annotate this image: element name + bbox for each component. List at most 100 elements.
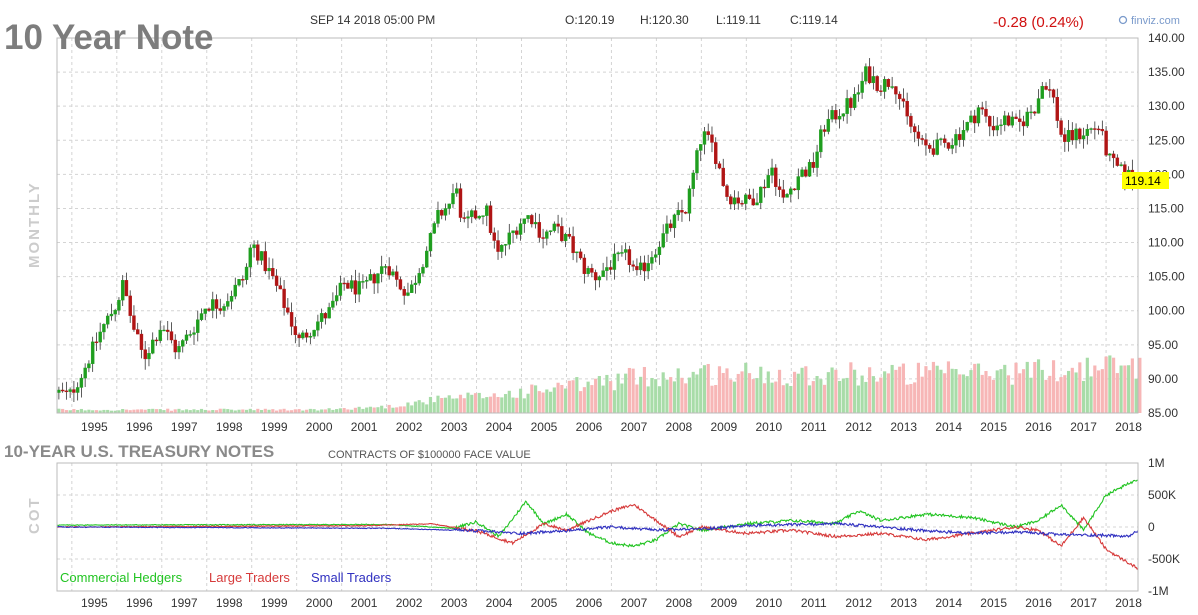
candle-body bbox=[432, 223, 436, 234]
last-price-tag bbox=[1122, 172, 1169, 189]
candle-body bbox=[289, 312, 294, 327]
price-y-tick-label: 85.00 bbox=[1148, 406, 1178, 420]
candle-body bbox=[147, 353, 151, 360]
candle-body bbox=[969, 115, 973, 123]
volume-bar bbox=[526, 393, 530, 413]
volume-bar bbox=[781, 385, 785, 413]
candle-body bbox=[950, 144, 954, 149]
candle-body bbox=[349, 280, 354, 289]
volume-bar bbox=[710, 385, 714, 413]
candle-body bbox=[124, 280, 129, 297]
candle-body bbox=[1078, 128, 1082, 140]
candle-body bbox=[530, 215, 534, 225]
candle-body bbox=[774, 167, 778, 187]
legend-small-traders: Small Traders bbox=[311, 570, 392, 585]
candle-body bbox=[278, 285, 283, 290]
volume-bar bbox=[747, 373, 752, 413]
volume-bar bbox=[383, 408, 388, 413]
price-x-tick-label: 2003 bbox=[441, 420, 468, 434]
candle-body bbox=[590, 268, 594, 273]
volume-bar bbox=[346, 409, 350, 413]
candle-body bbox=[109, 313, 114, 317]
volume-bar bbox=[1119, 365, 1123, 413]
volume-bar bbox=[875, 381, 879, 413]
candle-body bbox=[64, 390, 69, 393]
candle-body bbox=[297, 334, 301, 339]
volume-bar bbox=[594, 378, 598, 413]
volume-bar bbox=[1055, 381, 1059, 413]
candle-body bbox=[890, 86, 894, 88]
volume-bar bbox=[991, 379, 996, 413]
candle-body bbox=[714, 142, 718, 164]
candle-body bbox=[807, 162, 812, 177]
candle-body bbox=[192, 332, 196, 335]
price-x-tick-label: 2006 bbox=[576, 420, 603, 434]
candle-body bbox=[496, 240, 500, 252]
brand-label[interactable]: finviz.com bbox=[1131, 15, 1180, 27]
candle-body bbox=[500, 245, 504, 252]
legend-large-traders: Large Traders bbox=[209, 570, 290, 585]
candle-body bbox=[548, 230, 553, 232]
candle-body bbox=[1108, 153, 1112, 156]
candle-body bbox=[132, 315, 136, 330]
candle-body bbox=[556, 223, 560, 227]
volume-bar bbox=[184, 409, 189, 413]
volume-bar bbox=[451, 398, 455, 413]
cot-section-subtitle: CONTRACTS OF $100000 FACE VALUE bbox=[328, 449, 531, 461]
volume-bar bbox=[946, 361, 951, 413]
cot-y-tick-label: -500K bbox=[1148, 552, 1180, 566]
volume-bar bbox=[413, 401, 418, 413]
volume-bar bbox=[173, 409, 177, 413]
candle-body bbox=[781, 189, 785, 198]
header-high: H:120.30 bbox=[640, 13, 689, 27]
candle-body bbox=[1025, 111, 1029, 127]
candle-body bbox=[642, 262, 647, 272]
candle-body bbox=[139, 333, 144, 350]
volume-bar bbox=[211, 410, 215, 413]
candle-body bbox=[897, 93, 902, 100]
volume-bar bbox=[1040, 369, 1044, 413]
volume-bar bbox=[871, 376, 875, 413]
volume-bar bbox=[999, 369, 1003, 413]
volume-bar bbox=[278, 409, 282, 413]
volume-bar bbox=[1010, 384, 1014, 413]
candle-body bbox=[849, 98, 853, 108]
candle-body bbox=[1070, 130, 1075, 141]
volume-bar bbox=[699, 368, 703, 413]
volume-bar bbox=[571, 380, 575, 413]
candle-body bbox=[684, 212, 688, 214]
candle-body bbox=[522, 218, 527, 224]
cot-x-tick-label: 1996 bbox=[126, 596, 153, 610]
price-y-tick-label: 135.00 bbox=[1148, 65, 1185, 79]
volume-bar bbox=[894, 369, 898, 413]
volume-bar bbox=[823, 384, 827, 413]
price-y-axis: 85.00 90.00 95.00 100.00 105.00 110.00 115.00 1… bbox=[1148, 31, 1185, 420]
candle-body bbox=[293, 326, 298, 335]
volume-bar bbox=[312, 409, 316, 413]
candle-body bbox=[507, 232, 511, 245]
candle-body bbox=[755, 202, 759, 206]
volume-bar bbox=[350, 409, 354, 413]
volume-bar bbox=[597, 376, 601, 413]
volume-bar bbox=[1070, 367, 1074, 413]
volume-bar bbox=[252, 410, 256, 413]
price-grid bbox=[57, 37, 1138, 414]
cot-y-tick-label: 1M bbox=[1148, 456, 1165, 470]
candle-body bbox=[361, 281, 365, 283]
candle-body bbox=[481, 215, 485, 217]
volume-bar bbox=[376, 407, 380, 413]
candle-body bbox=[931, 148, 936, 155]
volume-bar bbox=[447, 395, 451, 413]
volume-bar bbox=[1006, 375, 1011, 413]
volume-bar bbox=[297, 409, 301, 413]
candle-body bbox=[924, 139, 928, 146]
volume-bar bbox=[481, 398, 485, 413]
candle-body bbox=[575, 251, 579, 254]
volume-bar bbox=[391, 407, 395, 413]
volume-bar bbox=[695, 374, 699, 413]
volume-bar bbox=[627, 367, 631, 413]
volume-bar bbox=[898, 366, 902, 413]
volume-bar bbox=[909, 383, 913, 413]
candle-body bbox=[916, 131, 921, 139]
